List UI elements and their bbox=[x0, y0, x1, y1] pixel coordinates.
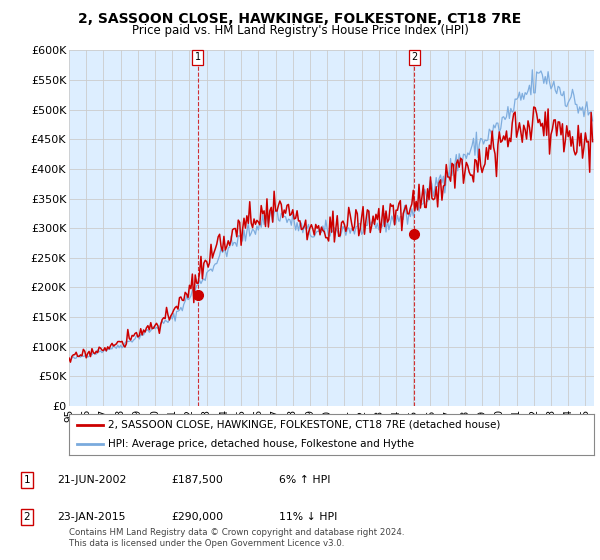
Text: £187,500: £187,500 bbox=[171, 475, 223, 486]
Text: 1: 1 bbox=[194, 52, 200, 62]
Text: Contains HM Land Registry data © Crown copyright and database right 2024.
This d: Contains HM Land Registry data © Crown c… bbox=[69, 528, 404, 548]
Text: 2, SASSOON CLOSE, HAWKINGE, FOLKESTONE, CT18 7RE (detached house): 2, SASSOON CLOSE, HAWKINGE, FOLKESTONE, … bbox=[109, 420, 501, 430]
Text: 11% ↓ HPI: 11% ↓ HPI bbox=[279, 512, 337, 522]
Text: 2, SASSOON CLOSE, HAWKINGE, FOLKESTONE, CT18 7RE: 2, SASSOON CLOSE, HAWKINGE, FOLKESTONE, … bbox=[79, 12, 521, 26]
Text: 1: 1 bbox=[23, 475, 31, 486]
Text: 23-JAN-2015: 23-JAN-2015 bbox=[57, 512, 125, 522]
Text: 21-JUN-2002: 21-JUN-2002 bbox=[57, 475, 127, 486]
Text: 2: 2 bbox=[23, 512, 31, 522]
Text: HPI: Average price, detached house, Folkestone and Hythe: HPI: Average price, detached house, Folk… bbox=[109, 438, 415, 449]
Text: 2: 2 bbox=[412, 52, 418, 62]
Text: Price paid vs. HM Land Registry's House Price Index (HPI): Price paid vs. HM Land Registry's House … bbox=[131, 24, 469, 36]
Text: 6% ↑ HPI: 6% ↑ HPI bbox=[279, 475, 331, 486]
Text: £290,000: £290,000 bbox=[171, 512, 223, 522]
